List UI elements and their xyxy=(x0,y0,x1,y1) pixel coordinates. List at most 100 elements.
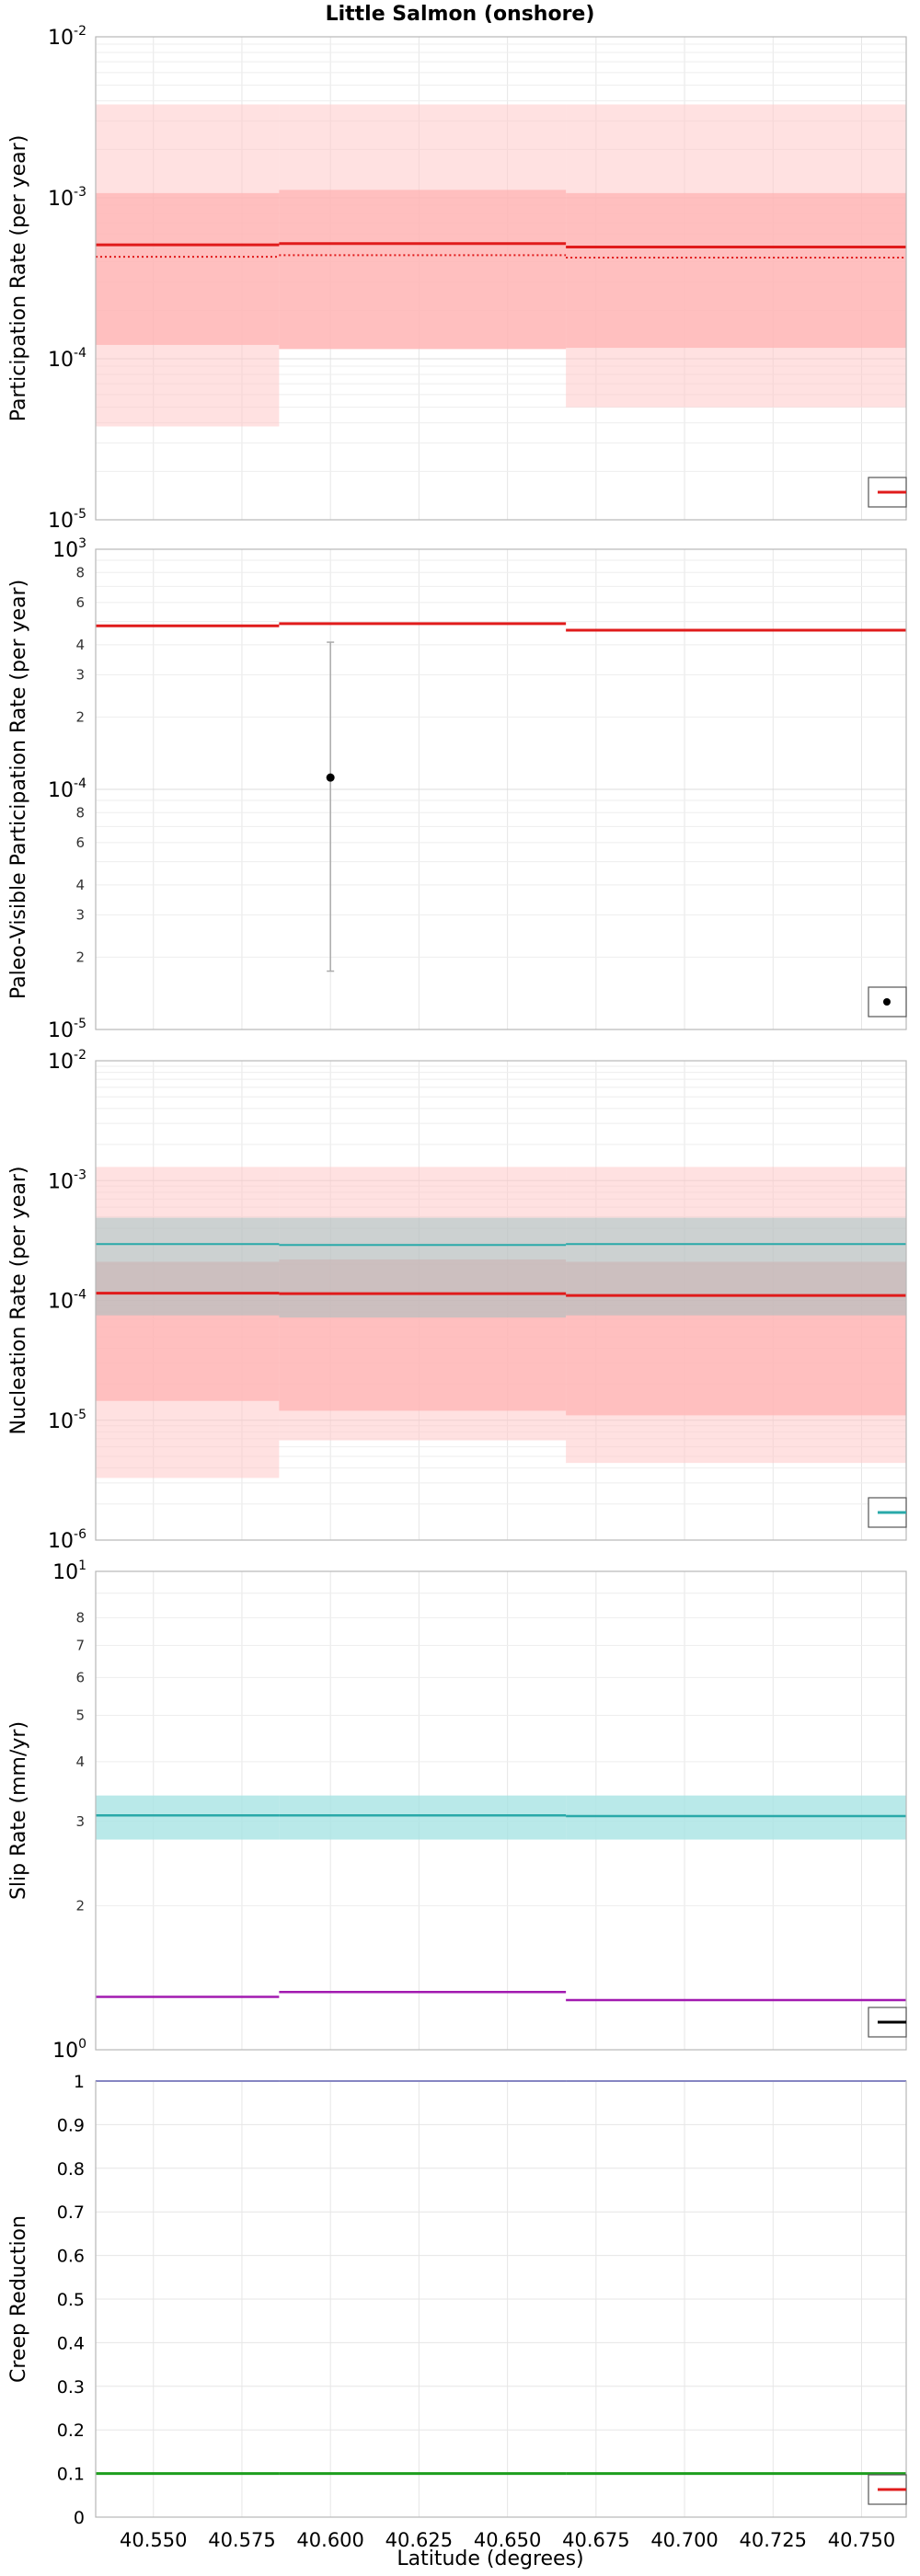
band-segment xyxy=(279,190,567,350)
y-minor-tick-label: 2 xyxy=(75,708,85,725)
y-tick-label: 0.6 xyxy=(57,2247,85,2267)
panel-paleo: 10-5 10-4 103 2 3 4 6 8 2 3 4 6 8 Paleo-Visible Parti… xyxy=(7,536,907,1042)
y-tick-label: 10-4 xyxy=(48,1288,86,1314)
y-minor-tick-label: 2 xyxy=(75,1897,85,1914)
x-tick-labels: 40.550 40.575 40.600 40.625 40.650 40.675 40.7… xyxy=(120,2529,895,2551)
band-target-range xyxy=(96,1217,906,1318)
band-segment xyxy=(96,192,280,345)
x-tick-label: 40.625 xyxy=(385,2529,453,2551)
x-axis-label: Latitude (degrees) xyxy=(397,2547,583,2570)
y-tick-label: 10-3 xyxy=(48,1167,86,1193)
y-axis-label: Participation Rate (per year) xyxy=(7,135,30,422)
legend xyxy=(868,2007,907,2038)
x-tick-label: 40.600 xyxy=(296,2529,363,2551)
band-segment xyxy=(96,1217,280,1316)
y-minor-tick-label: 3 xyxy=(75,666,85,683)
y-tick-label: 0 xyxy=(74,2508,85,2528)
legend xyxy=(868,1497,907,1528)
y-tick-label: 10-6 xyxy=(48,1527,86,1553)
band-segment xyxy=(279,1259,567,1411)
x-tick-label: 40.575 xyxy=(208,2529,275,2551)
panel-slip: 100 101 2 3 4 5 6 7 8 Slip Rate (mm/yr) xyxy=(7,1558,907,2063)
y-tick-labels: 100 101 2 3 4 5 6 7 8 xyxy=(52,1558,86,2063)
point-marker xyxy=(326,773,335,782)
y-tick-label: 0.9 xyxy=(57,2115,85,2135)
y-tick-label: 10-4 xyxy=(48,346,86,372)
band-target-range xyxy=(96,1795,906,1840)
y-tick-label: 0.8 xyxy=(57,2159,85,2179)
y-minor-tick-label: 6 xyxy=(75,1669,85,1685)
y-axis-label: Paleo-Visible Participation Rate (per ye… xyxy=(7,580,30,999)
y-axis-label: Nucleation Rate (per year) xyxy=(7,1167,30,1435)
y-minor-tick-label: 6 xyxy=(75,834,85,851)
y-minor-tick-label: 3 xyxy=(75,906,85,923)
y-tick-labels: 0 0.1 0.2 0.3 0.4 0.5 0.6 0.7 0.8 0.9 1 xyxy=(57,2072,85,2528)
plot-frame xyxy=(95,1060,907,1541)
band-inner-range xyxy=(96,1259,906,1416)
y-minor-tick-label: 4 xyxy=(75,1754,85,1770)
legend-marker xyxy=(883,998,891,1006)
x-tick-label: 40.650 xyxy=(474,2529,541,2551)
legend xyxy=(868,2474,907,2505)
y-minor-tick-label: 4 xyxy=(75,637,85,653)
y-tick-label: 10-3 xyxy=(48,185,86,211)
y-minor-tick-label: 8 xyxy=(75,564,85,581)
plot-frame xyxy=(95,548,907,1030)
series-mean xyxy=(96,242,906,248)
y-tick-label: 100 xyxy=(52,2037,86,2063)
series-solution xyxy=(96,1991,906,2002)
figure-title: Little Salmon (onshore) xyxy=(326,3,595,26)
legend xyxy=(868,477,907,508)
y-axis-label: Creep Reduction xyxy=(7,2215,30,2383)
y-tick-label: 101 xyxy=(52,1558,86,1584)
y-minor-tick-label: 8 xyxy=(75,804,85,821)
x-tick-label: 40.700 xyxy=(650,2529,718,2551)
band-inner-range xyxy=(96,190,906,350)
legend xyxy=(868,986,907,1018)
plot-frame xyxy=(95,1570,907,2051)
series-target xyxy=(96,1243,906,1247)
gridlines xyxy=(96,549,906,1030)
y-minor-tick-label: 3 xyxy=(75,1813,85,1830)
band-segment xyxy=(96,1795,280,1840)
y-minor-tick-label: 2 xyxy=(75,949,85,965)
band-segment xyxy=(279,1217,567,1318)
y-tick-labels: 10-6 10-5 10-4 10-3 10-2 xyxy=(48,1048,86,1553)
x-tick-label: 40.725 xyxy=(740,2529,807,2551)
y-minor-tick-label: 5 xyxy=(75,1708,85,1724)
y-tick-label: 0.5 xyxy=(57,2290,85,2310)
y-tick-label: 0.1 xyxy=(57,2465,85,2485)
y-tick-label: 0.2 xyxy=(57,2421,85,2441)
y-tick-label: 10-4 xyxy=(48,776,86,802)
y-minor-tick-label: 6 xyxy=(75,594,85,611)
band-segment xyxy=(96,1261,280,1401)
y-tick-labels: 10-5 10-4 10-3 10-2 xyxy=(48,24,86,533)
data-point xyxy=(326,641,335,972)
series-solution xyxy=(96,1292,906,1297)
y-minor-tick-label: 8 xyxy=(75,1609,85,1626)
series-paleo-visible-rate xyxy=(96,622,906,632)
plot-frame xyxy=(95,2080,907,2518)
x-tick-label: 40.750 xyxy=(828,2529,895,2551)
series-median xyxy=(96,254,906,259)
y-tick-label: 10-2 xyxy=(48,24,86,50)
y-tick-label: 103 xyxy=(52,536,86,562)
y-tick-label: 10-2 xyxy=(48,1048,86,1074)
band-segment xyxy=(279,1795,567,1840)
y-tick-label: 10-5 xyxy=(48,507,86,533)
plot-frame xyxy=(95,36,907,521)
y-minor-tick-label: 7 xyxy=(75,1638,85,1654)
y-tick-labels: 10-5 10-4 103 2 3 4 6 8 2 3 4 6 8 xyxy=(48,536,86,1042)
y-minor-tick-label: 4 xyxy=(75,877,85,893)
y-tick-label: 0.4 xyxy=(57,2333,85,2353)
y-tick-label: 10-5 xyxy=(48,1017,86,1042)
y-axis-label: Slip Rate (mm/yr) xyxy=(7,1721,30,1900)
y-tick-label: 0.3 xyxy=(57,2377,85,2398)
y-tick-label: 10-5 xyxy=(48,1408,86,1433)
panel-participation: 10-5 10-4 10-3 10-2 Participation Rate (per … xyxy=(7,24,907,533)
x-tick-label: 40.675 xyxy=(562,2529,629,2551)
x-tick-label: 40.550 xyxy=(120,2529,187,2551)
band-segment xyxy=(566,1217,906,1316)
series-target xyxy=(96,1813,906,1818)
